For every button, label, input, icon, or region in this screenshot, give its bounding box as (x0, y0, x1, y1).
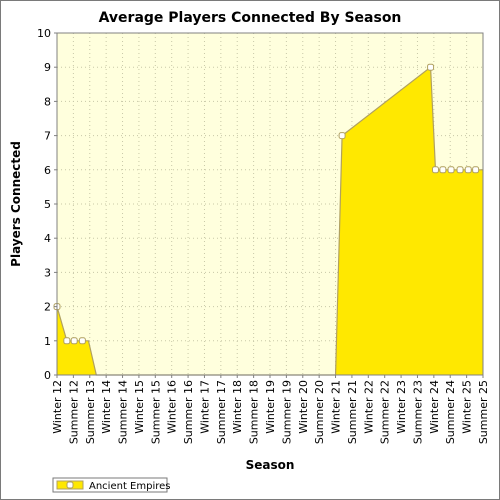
y-tick-labels: 0 1 2 3 4 5 6 7 8 9 10 (37, 27, 57, 382)
y-tick-label: 1 (44, 335, 51, 348)
y-tick-label: 5 (44, 198, 51, 211)
x-tick-label: Winter 17 (198, 380, 211, 434)
x-tick-label: Summer 23 (411, 380, 424, 444)
data-point (439, 166, 447, 174)
x-tick-label: Winter 18 (231, 380, 244, 434)
x-tick-label: Summer 14 (117, 380, 130, 444)
x-tick-label: Summer 17 (215, 380, 228, 444)
y-tick-label: 0 (44, 369, 51, 382)
x-tick-label: Summer 24 (444, 380, 457, 444)
y-tick-label: 9 (44, 61, 51, 74)
data-point (63, 337, 71, 345)
x-tick-label: Winter 21 (330, 380, 343, 434)
legend: Ancient Empires (52, 477, 170, 493)
y-tick-label: 6 (44, 164, 51, 177)
x-tick-label: Summer 22 (379, 380, 392, 444)
x-tick-label: Summer 18 (248, 380, 261, 444)
x-tick-label: Winter 24 (428, 380, 441, 434)
x-tick-label: Summer 19 (280, 380, 293, 444)
y-tick-label: 2 (44, 301, 51, 314)
x-tick-label: Winter 20 (297, 380, 310, 434)
data-point (447, 166, 455, 174)
x-tick-label: Winter 16 (166, 380, 179, 434)
data-point (464, 166, 472, 174)
data-point (456, 166, 464, 174)
data-point (431, 166, 439, 174)
y-tick-label: 3 (44, 266, 51, 279)
x-tick-label: Winter 12 (51, 380, 64, 434)
data-point (78, 337, 86, 345)
y-tick-label: 10 (37, 27, 51, 40)
x-tick-labels: Winter 12 Summer 12 Summer 13 Winter 14 Summ… (51, 375, 490, 444)
legend-swatch-marker (66, 481, 74, 489)
y-tick-label: 4 (44, 232, 51, 245)
x-tick-label: Summer 15 (149, 380, 162, 444)
y-tick-label: 8 (44, 95, 51, 108)
data-point (70, 337, 78, 345)
x-tick-label: Winter 23 (395, 380, 408, 434)
x-tick-label: Summer 25 (477, 380, 490, 444)
chart-title: Average Players Connected By Season (99, 10, 402, 26)
legend-swatch (56, 480, 84, 490)
x-axis-title: Season (246, 458, 295, 472)
series-layer (53, 63, 483, 376)
x-tick-label: Summer 20 (313, 380, 326, 444)
series-area (57, 67, 483, 375)
x-tick-label: Winter 25 (461, 380, 474, 434)
data-point (338, 132, 346, 140)
x-tick-label: Winter 14 (100, 380, 113, 434)
x-tick-label: Winter 19 (264, 380, 277, 434)
x-tick-label: Summer 16 (182, 380, 195, 444)
y-axis-title: Players Connected (9, 141, 23, 267)
x-tick-label: Summer 13 (84, 380, 97, 444)
data-point (472, 166, 480, 174)
data-point (427, 63, 435, 71)
x-tick-label: Summer 12 (67, 380, 80, 444)
legend-label: Ancient Empires (89, 481, 170, 492)
x-tick-label: Winter 22 (362, 380, 375, 434)
y-tick-label: 7 (44, 130, 51, 143)
x-tick-label: Summer 21 (346, 380, 359, 444)
x-tick-label: Winter 15 (133, 380, 146, 434)
